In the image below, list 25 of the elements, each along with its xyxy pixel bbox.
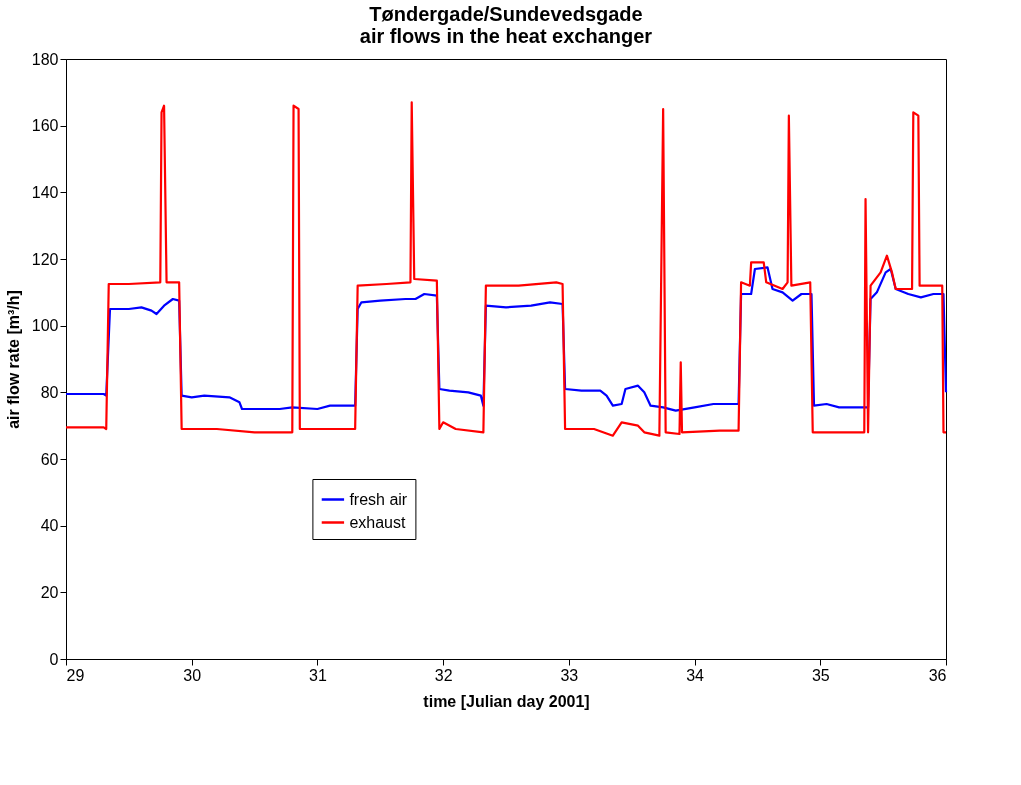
line-series (64, 101, 948, 437)
text: Tøndergade/Sundevedsgade (369, 3, 643, 25)
y-tick-label: 160 (31, 117, 59, 135)
y-tick-label: 120 (31, 250, 59, 268)
y-tick-label: 100 (31, 317, 59, 335)
x-tick-label: 35 (811, 666, 830, 684)
legend-label: exhaust (349, 513, 406, 531)
legend-label: fresh air (349, 490, 408, 508)
x-axis-title: time [Julian day 2001] (423, 692, 590, 710)
x-tick-label: 31 (309, 666, 327, 684)
y-axis-title: air flow rate [m³/h] (4, 290, 22, 429)
x-tick-label: 36 (928, 666, 947, 684)
text: air flows in the heat exchanger (359, 25, 653, 47)
y-tick-label: 0 (49, 650, 59, 668)
x-tick-label: 29 (66, 666, 85, 684)
y-tick-label: 140 (31, 183, 59, 201)
y-tick-label: 20 (40, 583, 59, 601)
x-tick-label: 30 (183, 666, 202, 684)
y-tick-label: 40 (40, 517, 59, 535)
x-tick-label: 34 (686, 666, 705, 684)
x-tick-label: 32 (434, 666, 453, 684)
y-tick-label: 60 (40, 450, 59, 468)
y-tick-label: 180 (31, 50, 59, 68)
x-tick-label: 33 (560, 666, 579, 684)
y-tick-label: 80 (40, 383, 59, 401)
